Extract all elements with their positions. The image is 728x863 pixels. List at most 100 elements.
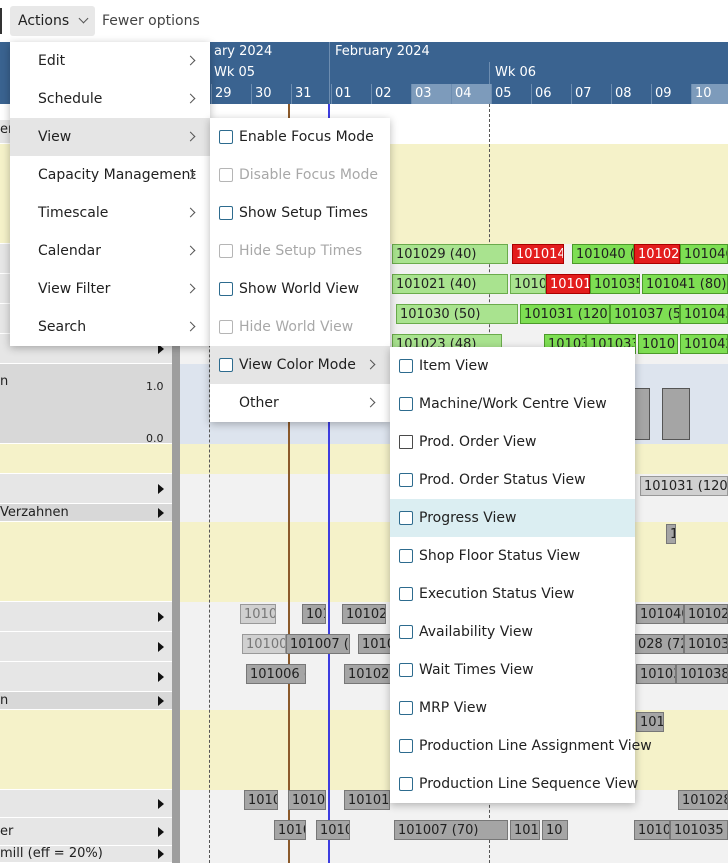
menu-item-machine-work-centre-view[interactable]: Machine/Work Centre View: [390, 385, 635, 423]
menu-item-availability-view[interactable]: Availability View: [390, 613, 635, 651]
menu-item-view[interactable]: View: [10, 118, 210, 156]
menu-item-view-filter[interactable]: View Filter: [10, 270, 210, 308]
menu-item-search[interactable]: Search: [10, 308, 210, 346]
menu-item-timescale[interactable]: Timescale: [10, 194, 210, 232]
order-bar[interactable]: 101006 (: [246, 664, 306, 684]
expand-arrow-icon[interactable]: [158, 798, 164, 809]
actions-button[interactable]: Actions: [10, 6, 95, 36]
menu-item-view-color-mode[interactable]: View Color Mode: [210, 346, 390, 384]
expand-arrow-icon[interactable]: [158, 343, 164, 354]
order-bar[interactable]: 101037 (50: [610, 304, 680, 324]
order-bar[interactable]: 101: [636, 712, 664, 732]
order-bar[interactable]: 101041 (80): [642, 274, 728, 294]
resource-row: [0, 444, 172, 474]
menu-item-prod-order-status-view[interactable]: Prod. Order Status View: [390, 461, 635, 499]
resource-row[interactable]: [0, 474, 172, 504]
month-label-jan: ary 2024: [214, 44, 273, 59]
order-bar[interactable]: 101029 (40): [392, 244, 508, 264]
expand-arrow-icon[interactable]: [158, 611, 164, 622]
order-bar[interactable]: 1010: [510, 820, 540, 840]
order-bar[interactable]: 101040: [636, 604, 684, 624]
menu-item-show-setup-times[interactable]: Show Setup Times: [210, 194, 390, 232]
expand-arrow-icon[interactable]: [158, 849, 164, 859]
menu-item-shop-floor-status-view[interactable]: Shop Floor Status View: [390, 537, 635, 575]
menu-item-mrp-view[interactable]: MRP View: [390, 689, 635, 727]
order-bar[interactable]: 1(: [666, 524, 676, 544]
order-bar[interactable]: 101024: [344, 664, 394, 684]
order-bar[interactable]: 028 (72): [634, 634, 684, 654]
order-bar[interactable]: 101038 (: [676, 664, 728, 684]
resource-row: [0, 710, 172, 790]
order-bar[interactable]: 101043: [680, 304, 728, 324]
resource-row[interactable]: [0, 632, 172, 662]
order-bar[interactable]: 101035: [590, 274, 640, 294]
world-view-icon: [219, 282, 233, 296]
expand-arrow-icon[interactable]: [158, 507, 164, 518]
order-bar[interactable]: 10101: [546, 274, 590, 294]
order-bar[interactable]: 10103: [636, 664, 676, 684]
resource-row[interactable]: er: [0, 818, 172, 846]
menu-item-production-line-assignment-view[interactable]: Production Line Assignment View: [390, 727, 652, 765]
menu-item-edit[interactable]: Edit: [10, 42, 210, 80]
menu-item-prod-order-view[interactable]: Prod. Order View: [390, 423, 635, 461]
order-bar[interactable]: 10: [542, 820, 568, 840]
menu-item-show-world-view[interactable]: Show World View: [210, 270, 390, 308]
order-bar[interactable]: 101007 (70): [394, 820, 508, 840]
color-mode-icon: [219, 358, 233, 372]
order-bar[interactable]: 10101: [344, 790, 390, 810]
order-bar[interactable]: 101031 (120): [640, 476, 728, 496]
order-bar[interactable]: 1010: [358, 634, 392, 654]
order-bar[interactable]: 10100: [240, 604, 276, 624]
resource-row-verzahnen[interactable]: Verzahnen: [0, 504, 172, 522]
order-bar[interactable]: 1010: [316, 820, 350, 840]
resource-row[interactable]: mill (eff = 20%): [0, 846, 172, 863]
order-bar[interactable]: 101042 (1: [680, 334, 728, 354]
order-bar[interactable]: 1010: [634, 820, 670, 840]
expand-arrow-icon[interactable]: [158, 641, 164, 652]
order-bar[interactable]: 101031 (120): [520, 304, 610, 324]
order-bar[interactable]: 101: [302, 604, 326, 624]
menu-item-wait-times-view[interactable]: Wait Times View: [390, 651, 635, 689]
setup-times-icon: [219, 244, 233, 258]
resource-row[interactable]: [0, 602, 172, 632]
menu-item-progress-view[interactable]: Progress View: [390, 499, 635, 537]
order-bar[interactable]: 101030: [684, 634, 728, 654]
menu-item-production-line-sequence-view[interactable]: Production Line Sequence View: [390, 765, 638, 803]
line-sequence-icon: [399, 777, 413, 791]
order-bar[interactable]: 101021 (40): [392, 274, 508, 294]
pane-splitter[interactable]: [172, 104, 180, 863]
resource-row[interactable]: n: [0, 364, 172, 444]
order-bar[interactable]: 10102: [342, 604, 386, 624]
order-bar[interactable]: 101046: [680, 244, 728, 264]
order-bar[interactable]: 101007 (7: [286, 634, 350, 654]
order-bar[interactable]: 1010: [288, 790, 326, 810]
resource-row[interactable]: [0, 790, 172, 818]
order-bar[interactable]: 101028: [678, 790, 728, 810]
resource-row[interactable]: n: [0, 692, 172, 710]
order-bar[interactable]: 101030 (50): [396, 304, 518, 324]
menu-item-other[interactable]: Other: [210, 384, 390, 422]
order-bar[interactable]: 1010: [274, 820, 306, 840]
menu-item-item-view[interactable]: Item View: [390, 347, 635, 385]
order-bar[interactable]: 1010: [638, 334, 678, 354]
order-bar[interactable]: 101035 (: [670, 820, 728, 840]
order-bar[interactable]: 1010: [510, 274, 546, 294]
menu-item-schedule[interactable]: Schedule: [10, 80, 210, 118]
menu-item-capacity-management[interactable]: Capacity Management: [38, 167, 196, 183]
order-bar[interactable]: 10100: [242, 634, 286, 654]
order-bar[interactable]: 101014: [512, 244, 564, 264]
order-bar[interactable]: 101022: [634, 244, 680, 264]
order-bar[interactable]: 101022: [684, 604, 728, 624]
menu-item-enable-focus-mode[interactable]: Enable Focus Mode: [210, 118, 390, 156]
expand-arrow-icon[interactable]: [158, 826, 164, 837]
expand-arrow-icon[interactable]: [158, 695, 164, 706]
expand-arrow-icon[interactable]: [158, 671, 164, 682]
order-bar[interactable]: 1010: [244, 790, 278, 810]
day-01: 01: [331, 84, 371, 104]
order-bar[interactable]: 101040 (50: [572, 244, 634, 264]
fewer-options-button[interactable]: Fewer options: [94, 6, 208, 36]
expand-arrow-icon[interactable]: [158, 483, 164, 494]
menu-item-execution-status-view[interactable]: Execution Status View: [390, 575, 635, 613]
menu-item-calendar[interactable]: Calendar: [10, 232, 210, 270]
resource-row[interactable]: [0, 662, 172, 692]
